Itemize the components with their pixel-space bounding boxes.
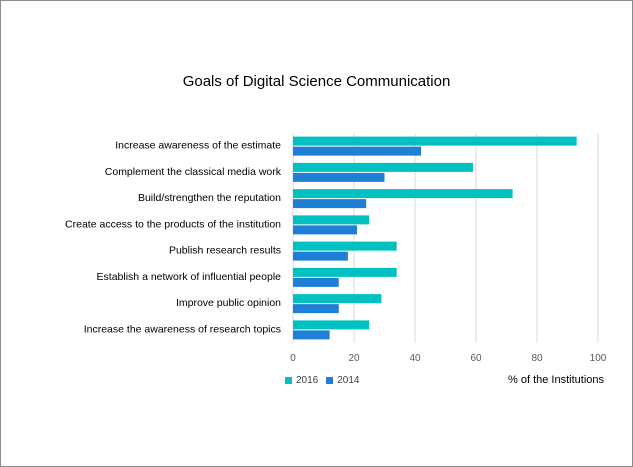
bar-2014 xyxy=(293,199,367,209)
bar-2016 xyxy=(293,162,473,172)
bar-2014 xyxy=(293,330,330,340)
bar-2016 xyxy=(293,215,370,225)
legend-item-2014: 2014 xyxy=(326,375,360,386)
bar-2014 xyxy=(293,225,358,235)
category-label: Establish a network of influential peopl… xyxy=(97,271,282,283)
bar-2014 xyxy=(293,172,385,182)
x-tick-label: 60 xyxy=(470,353,482,364)
legend-swatch-2014 xyxy=(326,377,334,384)
bar-2014 xyxy=(293,304,339,314)
category-label: Publish research results xyxy=(169,245,281,257)
bar-2016 xyxy=(293,189,513,199)
bar-2016 xyxy=(293,241,397,251)
bar-2016 xyxy=(293,320,370,330)
legend-item-2016: 2016 xyxy=(285,375,318,386)
category-label: Increase the awareness of research topic… xyxy=(84,323,281,335)
x-tick-label: 80 xyxy=(531,353,543,364)
legend-label-2016: 2016 xyxy=(296,375,319,386)
category-label: Improve public opinion xyxy=(176,297,281,309)
x-tick-labels: 0 20 40 60 80 100 xyxy=(290,353,607,364)
x-tick-label: 0 xyxy=(290,353,296,364)
category-label: Build/strengthen the reputation xyxy=(138,192,281,204)
bar-2016 xyxy=(293,136,577,146)
x-axis-label: % of the Institutions xyxy=(508,374,604,386)
bar-2016 xyxy=(293,294,382,304)
x-tick-label: 20 xyxy=(348,353,360,364)
legend: 2016 2014 xyxy=(285,375,368,386)
bars xyxy=(293,136,577,340)
x-tick-label: 100 xyxy=(590,353,607,364)
bar-2014 xyxy=(293,277,339,287)
bar-2016 xyxy=(293,267,397,277)
chart-title: Goals of Digital Science Communication xyxy=(182,73,451,90)
legend-swatch-2016 xyxy=(285,377,292,384)
bar-2014 xyxy=(293,146,422,156)
legend-label-2014: 2014 xyxy=(337,375,360,386)
category-label: Create access to the products of the ins… xyxy=(65,218,281,230)
bar-2014 xyxy=(293,251,348,261)
category-label: Increase awareness of the estimate xyxy=(115,140,281,152)
category-label: Complement the classical media work xyxy=(105,166,282,178)
x-tick-label: 40 xyxy=(409,353,421,364)
category-labels: Increase awareness of the estimate Comple… xyxy=(65,140,282,336)
